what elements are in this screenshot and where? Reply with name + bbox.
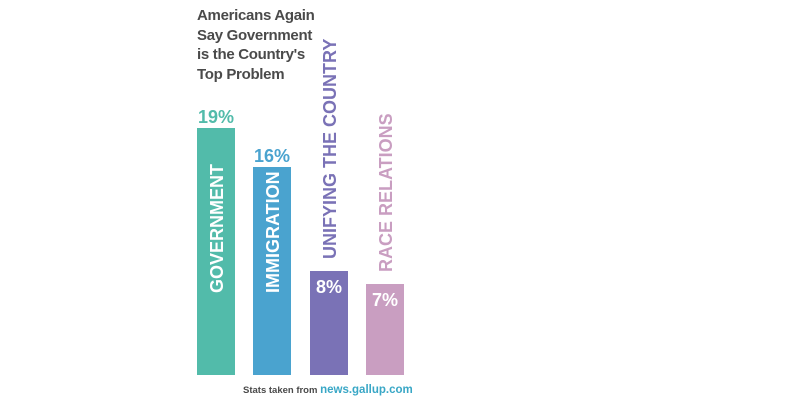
- category-label: RACE RELATIONS: [376, 113, 396, 272]
- value-label: 8%: [316, 277, 342, 297]
- value-label: 16%: [254, 146, 290, 166]
- bar: [197, 128, 235, 375]
- category-label: UNIFYING THE COUNTRY: [320, 39, 340, 259]
- title-line: Say Government: [197, 26, 313, 44]
- value-label: 19%: [198, 107, 234, 127]
- source-prefix: Stats taken from: [243, 385, 318, 396]
- bar: [366, 284, 404, 375]
- source-credit: Stats taken from news.gallup.com: [243, 384, 413, 396]
- category-label: GOVERNMENT: [207, 164, 227, 293]
- bar: [310, 271, 348, 375]
- title-line: is the Country's: [197, 46, 305, 63]
- source-link[interactable]: news.gallup.com: [320, 384, 413, 396]
- value-label: 7%: [372, 290, 398, 310]
- bar: [253, 167, 291, 375]
- title-line: Americans Again: [197, 7, 315, 24]
- category-label: IMMIGRATION: [263, 171, 283, 293]
- title-line: Top Problem: [197, 65, 285, 83]
- chart-title: Americans Again Say Government is the Co…: [197, 6, 337, 84]
